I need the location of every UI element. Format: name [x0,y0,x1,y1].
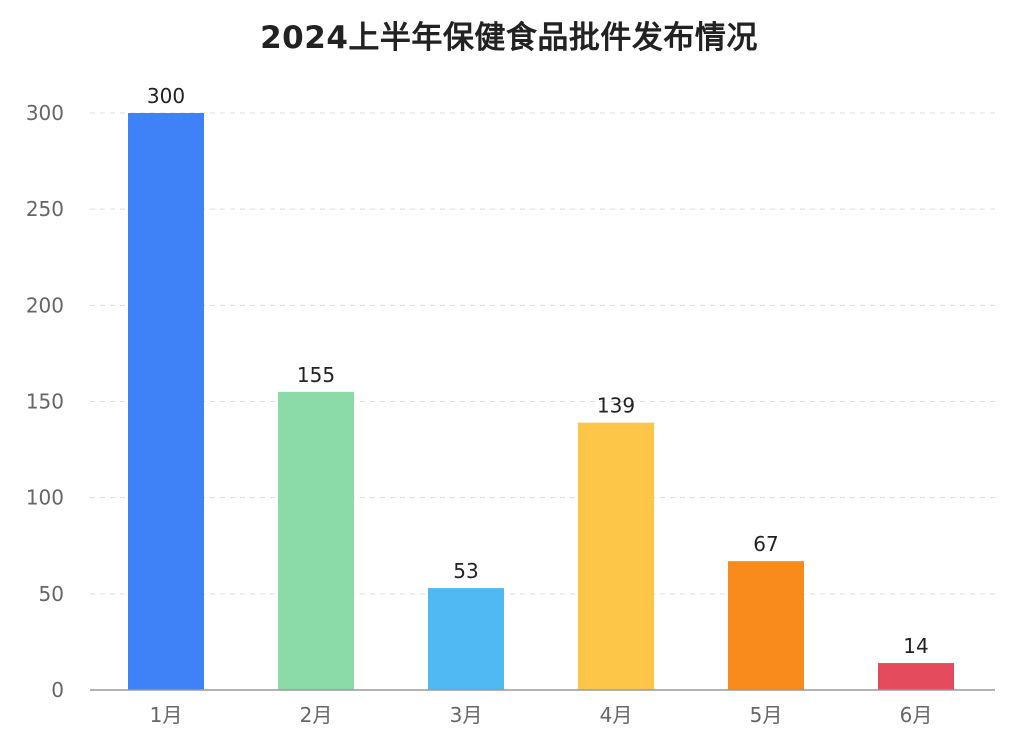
data-label-1: 300 [147,84,185,108]
x-tick-label-1: 1月 [150,703,183,727]
bar-4 [578,422,654,690]
y-axis-ticks: 0 50 100 150 200 250 300 [26,101,64,702]
x-tick-label-2: 2月 [300,703,333,727]
x-tick-label-5: 5月 [750,703,783,727]
y-tick-label-200: 200 [26,293,64,317]
bar-3 [428,588,504,690]
data-labels: 300 155 53 139 67 14 [147,84,929,658]
gridlines [90,112,995,595]
bar-1 [128,113,204,690]
x-tick-label-4: 4月 [600,703,633,727]
bars [128,113,954,690]
x-axis-ticks: 1月 2月 3月 4月 5月 6月 [150,703,933,727]
data-label-2: 155 [297,363,335,387]
bar-2 [278,391,354,690]
y-tick-label-150: 150 [26,390,64,414]
y-tick-label-50: 50 [39,582,64,606]
x-tick-label-6: 6月 [900,703,933,727]
chart-title: 2024上半年保健食品批件发布情况 [260,20,758,56]
bar-5 [728,561,804,690]
data-label-5: 67 [753,532,778,556]
y-tick-label-300: 300 [26,101,64,125]
data-label-4: 139 [597,394,635,418]
y-tick-label-250: 250 [26,197,64,221]
bar-6 [878,663,954,690]
data-label-6: 14 [903,634,928,658]
y-tick-label-100: 100 [26,486,64,510]
y-tick-label-0: 0 [51,678,64,702]
x-tick-label-3: 3月 [450,703,483,727]
data-label-3: 53 [453,559,478,583]
